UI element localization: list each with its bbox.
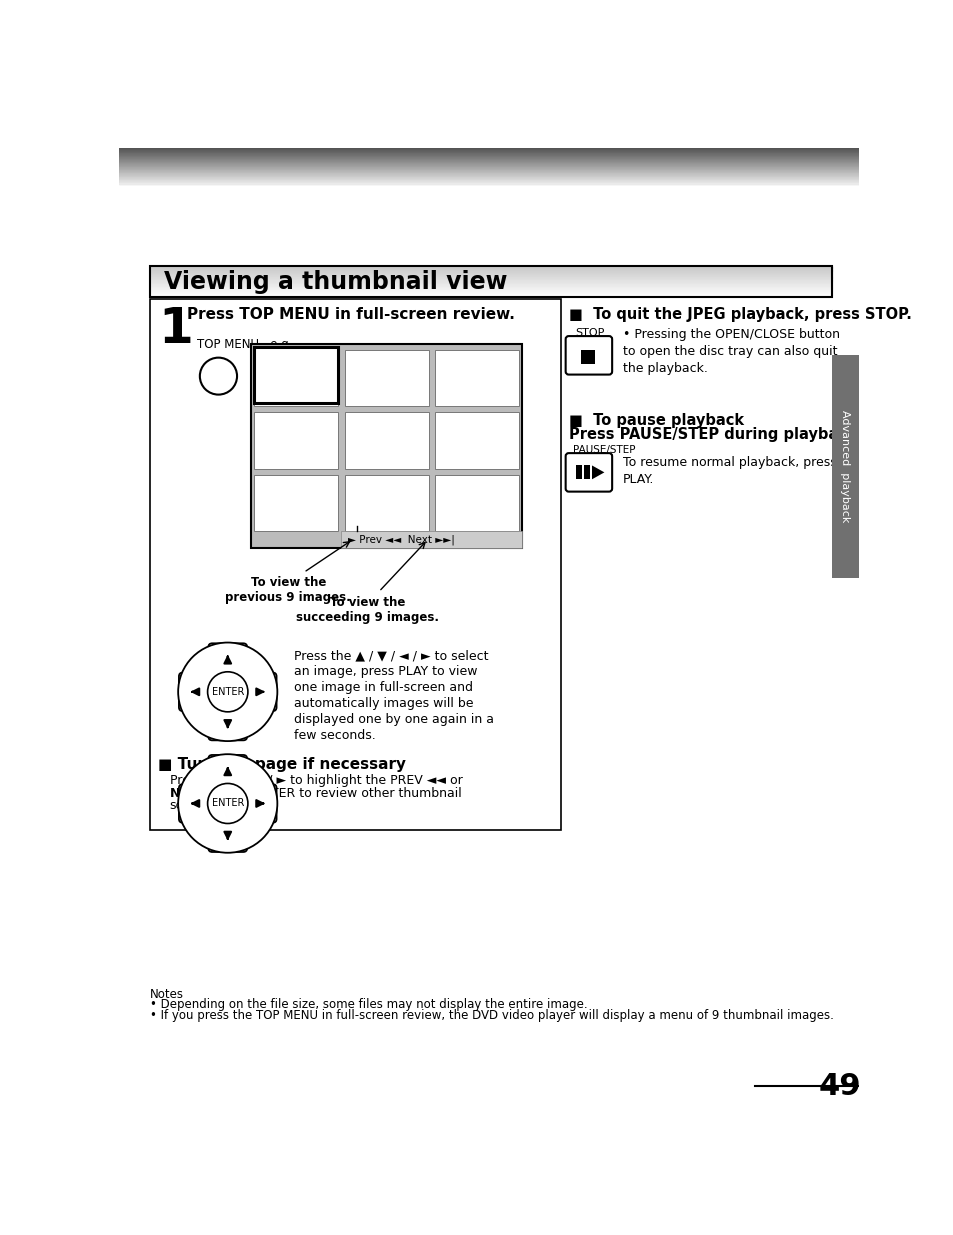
Bar xyxy=(344,474,428,531)
Bar xyxy=(576,466,581,479)
Bar xyxy=(435,412,518,468)
Text: • Depending on the file size, some files may not display the entire image.: • Depending on the file size, some files… xyxy=(150,998,587,1011)
Bar xyxy=(253,474,338,531)
Ellipse shape xyxy=(178,755,277,852)
Text: ► Prev ◄◄  Next ►►|: ► Prev ◄◄ Next ►►| xyxy=(347,535,454,546)
FancyBboxPatch shape xyxy=(565,336,612,374)
Text: Press  ▲ / ▼ / ◄ / ► to highlight the PREV ◄◄ or: Press ▲ / ▼ / ◄ / ► to highlight the PRE… xyxy=(170,774,462,787)
Text: PAUSE/STEP: PAUSE/STEP xyxy=(573,446,636,456)
Text: Advanced  playback: Advanced playback xyxy=(840,410,849,522)
Text: To view the
succeeding 9 images.: To view the succeeding 9 images. xyxy=(295,595,438,624)
Text: ENTER: ENTER xyxy=(212,799,244,809)
Text: TOP MENU   e.g.: TOP MENU e.g. xyxy=(196,337,292,351)
Bar xyxy=(580,350,595,364)
Polygon shape xyxy=(592,466,604,479)
Text: ■  To pause playback: ■ To pause playback xyxy=(568,412,743,429)
Text: • Pressing the OPEN/CLOSE button
to open the disc tray can also quit
the playbac: • Pressing the OPEN/CLOSE button to open… xyxy=(622,329,840,375)
Text: ■  To quit the JPEG playback, press STOP.: ■ To quit the JPEG playback, press STOP. xyxy=(568,306,911,322)
Text: STOP: STOP xyxy=(575,329,603,338)
Bar xyxy=(253,412,338,468)
Text: To view the
previous 9 images.: To view the previous 9 images. xyxy=(225,577,351,604)
Bar xyxy=(435,350,518,406)
Bar xyxy=(831,354,858,578)
FancyBboxPatch shape xyxy=(208,755,247,852)
Text: 1: 1 xyxy=(158,305,193,353)
Text: ENTER: ENTER xyxy=(212,687,244,697)
Circle shape xyxy=(208,783,248,824)
Text: Viewing a thumbnail view: Viewing a thumbnail view xyxy=(164,270,507,294)
Text: ■ Turn the page if necessary: ■ Turn the page if necessary xyxy=(158,757,406,772)
Text: 49: 49 xyxy=(818,1072,861,1102)
Bar xyxy=(344,412,428,468)
Bar xyxy=(344,350,428,406)
Text: Press the ▲ / ▼ / ◄ / ► to select
an image, press PLAY to view
one image in full: Press the ▲ / ▼ / ◄ / ► to select an ima… xyxy=(294,650,493,742)
Bar xyxy=(435,474,518,531)
Bar xyxy=(253,350,338,406)
Circle shape xyxy=(208,672,248,711)
Text: Press TOP MENU in full-screen review.: Press TOP MENU in full-screen review. xyxy=(187,306,515,322)
Text: and ENTER to review other thumbnail: and ENTER to review other thumbnail xyxy=(217,787,461,799)
Text: screen.: screen. xyxy=(170,799,215,811)
Ellipse shape xyxy=(178,642,277,741)
Text: Press PAUSE/STEP during playback: Press PAUSE/STEP during playback xyxy=(568,427,856,442)
Text: NEXT ►►|: NEXT ►►| xyxy=(170,787,234,799)
Bar xyxy=(150,266,831,296)
Bar xyxy=(251,343,521,548)
FancyBboxPatch shape xyxy=(565,453,612,492)
Bar xyxy=(583,466,589,479)
FancyBboxPatch shape xyxy=(179,784,276,823)
Text: • If you press the TOP MENU in full-screen review, the DVD video player will dis: • If you press the TOP MENU in full-scre… xyxy=(150,1009,833,1023)
Text: To resume normal playback, press
PLAY.: To resume normal playback, press PLAY. xyxy=(622,456,836,487)
Text: Notes: Notes xyxy=(150,988,184,1000)
Bar xyxy=(341,531,521,548)
FancyBboxPatch shape xyxy=(179,673,276,711)
FancyBboxPatch shape xyxy=(208,643,247,740)
Bar xyxy=(253,347,338,403)
Bar xyxy=(150,299,560,830)
